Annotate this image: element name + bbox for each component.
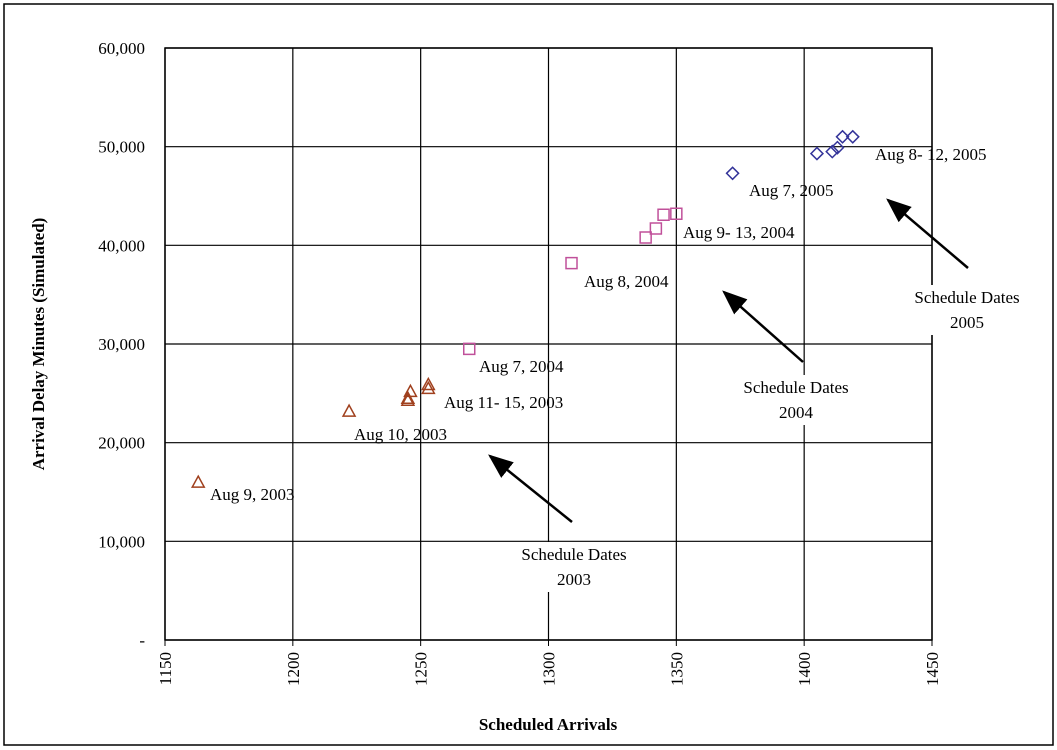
callout-text: Schedule Dates bbox=[521, 545, 626, 564]
callout-arrow bbox=[488, 454, 573, 523]
point bbox=[809, 146, 825, 161]
plot-frame bbox=[164, 47, 933, 641]
point-annotation: Aug 8, 2004 bbox=[584, 272, 669, 291]
x-tick-label: 1200 bbox=[284, 652, 303, 686]
point bbox=[830, 140, 845, 155]
point bbox=[400, 392, 416, 406]
point-annotation: Aug 9, 2003 bbox=[210, 485, 295, 504]
point-annotation: Aug 8- 12, 2005 bbox=[875, 145, 986, 164]
point-annotation: Aug 7, 2004 bbox=[479, 357, 564, 376]
point bbox=[825, 144, 840, 159]
point bbox=[421, 380, 436, 395]
x-tick-label: 1250 bbox=[412, 652, 431, 686]
x-tick-label: 1300 bbox=[540, 652, 559, 686]
callout-box bbox=[731, 375, 861, 425]
callout-arrow bbox=[722, 290, 804, 363]
point-annotation: Aug 11- 15, 2003 bbox=[444, 393, 563, 412]
y-tick-label: 60,000 bbox=[98, 39, 145, 58]
point-annotation: Aug 7, 2005 bbox=[749, 181, 834, 200]
y-tick-label: 30,000 bbox=[98, 335, 145, 354]
callout-text: 2004 bbox=[779, 403, 814, 422]
point bbox=[670, 207, 683, 221]
x-tick-label: 1150 bbox=[156, 652, 175, 685]
point-annotation: Aug 10, 2003 bbox=[354, 425, 447, 444]
point-annotation: Aug 9- 13, 2004 bbox=[683, 223, 795, 242]
x-tick-label: 1350 bbox=[667, 652, 686, 686]
callout-arrow bbox=[886, 198, 969, 269]
point bbox=[649, 222, 663, 235]
point bbox=[657, 208, 670, 221]
point bbox=[565, 256, 578, 270]
point bbox=[845, 129, 860, 144]
y-tick-label: 20,000 bbox=[98, 434, 145, 453]
y-tick-label: 10,000 bbox=[98, 532, 145, 551]
callout-box bbox=[902, 285, 1032, 335]
point bbox=[190, 474, 206, 488]
point bbox=[835, 129, 850, 144]
y-tick-label: 40,000 bbox=[98, 236, 145, 255]
x-tick-label: 1450 bbox=[923, 652, 942, 686]
point bbox=[725, 166, 740, 181]
y-tick-label: - bbox=[139, 631, 145, 650]
callout-text: 2003 bbox=[557, 570, 591, 589]
point bbox=[341, 403, 357, 417]
callout-text: Schedule Dates bbox=[914, 288, 1019, 307]
point bbox=[639, 231, 652, 244]
callout-text: 2005 bbox=[950, 313, 984, 332]
callout-text: Schedule Dates bbox=[743, 378, 848, 397]
y-tick-label: 50,000 bbox=[98, 138, 145, 157]
point bbox=[400, 390, 416, 405]
callout-box bbox=[509, 542, 639, 592]
x-axis-label: Scheduled Arrivals bbox=[479, 715, 618, 734]
y-axis-label: Arrival Delay Minutes (Simulated) bbox=[29, 218, 48, 471]
point bbox=[462, 342, 476, 356]
point bbox=[421, 376, 436, 391]
chart-frame bbox=[3, 3, 1054, 746]
point bbox=[403, 383, 418, 398]
x-tick-label: 1400 bbox=[795, 652, 814, 686]
